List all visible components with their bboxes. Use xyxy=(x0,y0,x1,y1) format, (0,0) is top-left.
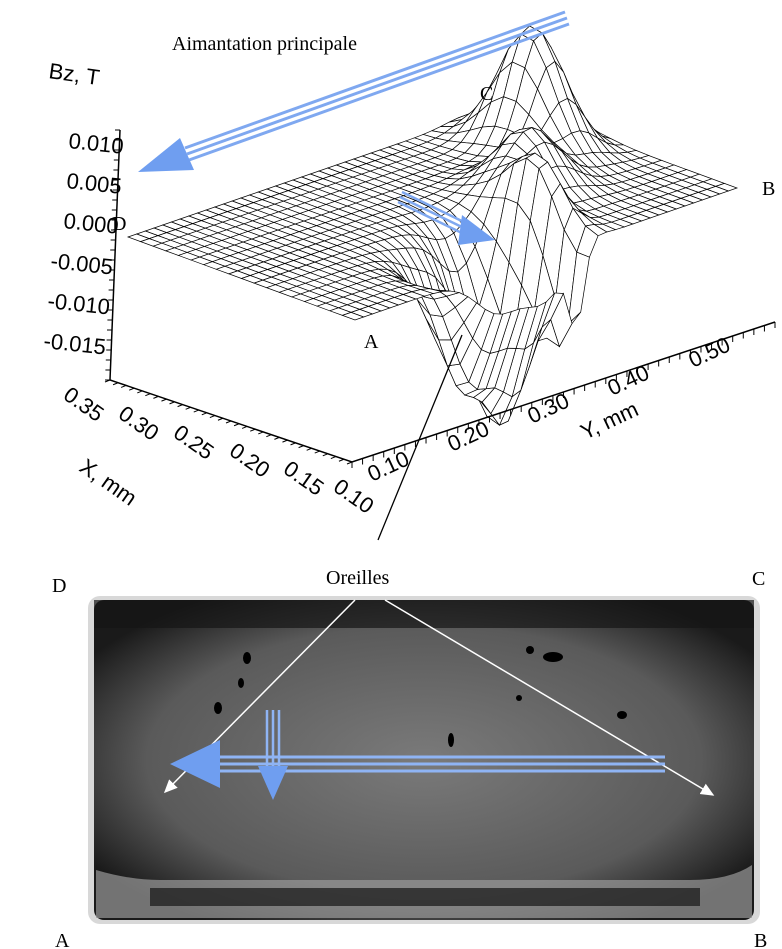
micrograph xyxy=(88,596,760,924)
axis-tick xyxy=(322,453,328,457)
z-tick-label: -0.015 xyxy=(42,328,107,359)
y-tick-label: 0.30 xyxy=(524,388,573,429)
axis-tick xyxy=(209,415,216,418)
corner-label: C xyxy=(480,83,493,105)
axis-tick xyxy=(306,447,312,451)
axis-tick xyxy=(314,450,320,454)
y-tick-label: 0.40 xyxy=(604,360,653,401)
magnetization-arrow xyxy=(138,10,570,172)
z-tick-label: 0.005 xyxy=(65,168,122,199)
mesh-cell xyxy=(341,312,365,321)
z-tick-label: 0.000 xyxy=(62,208,119,239)
axis-tick xyxy=(290,442,296,446)
axis-tick xyxy=(145,393,151,397)
axis-tick xyxy=(330,456,337,459)
axis-tick xyxy=(112,382,119,386)
z-axis-label: Bz, T xyxy=(47,58,101,90)
axis-tick xyxy=(177,404,183,408)
y-tick-label: 0.20 xyxy=(444,416,493,457)
axis-tick xyxy=(201,412,207,416)
corner-label: B xyxy=(762,178,775,200)
axis-tick xyxy=(185,406,191,410)
axis-tick xyxy=(193,409,199,413)
axis-tick xyxy=(258,431,264,435)
axis-tick xyxy=(274,436,280,440)
axis-tick xyxy=(282,439,288,443)
x-tick-label: 0.30 xyxy=(114,401,163,446)
axis-tick xyxy=(137,390,143,394)
axis-tick xyxy=(153,395,159,399)
axis-tick xyxy=(266,434,272,438)
annotation: Oreilles xyxy=(326,567,390,589)
axis-tick xyxy=(169,401,175,405)
axis-tick xyxy=(250,428,256,432)
axis-tick xyxy=(129,387,135,391)
axis-tick xyxy=(161,398,167,402)
x-tick-label: 0.20 xyxy=(225,438,274,483)
axis-tick xyxy=(120,385,127,388)
x-tick-label: 0.25 xyxy=(169,420,218,465)
x-tick-label: 0.35 xyxy=(59,382,108,427)
annotation: Aimantation principale xyxy=(172,33,357,55)
local-arrow xyxy=(397,190,495,245)
x-axis-label: X, mm xyxy=(75,454,141,511)
axis-tick xyxy=(346,461,353,465)
corner-label: A xyxy=(364,331,379,353)
corner-label: A xyxy=(55,930,70,949)
leader-line xyxy=(377,334,463,541)
x-tick-label: 0.15 xyxy=(279,456,328,501)
y-tick-label: 0.10 xyxy=(364,446,413,487)
axis-tick xyxy=(233,423,240,427)
surface-mesh xyxy=(126,25,739,426)
local-arrow xyxy=(258,710,288,800)
corner-label: D xyxy=(52,575,66,597)
axis-tick xyxy=(298,445,304,449)
z-tick-label: -0.010 xyxy=(46,288,111,319)
corner-label: C xyxy=(752,568,765,590)
z-tick-label: 0.010 xyxy=(67,128,124,159)
axis-tick xyxy=(225,420,232,424)
axis-tick xyxy=(241,426,248,429)
z-tick-label: -0.005 xyxy=(49,248,114,279)
y-axis-label: Y, mm xyxy=(577,396,643,444)
magnetization-arrow xyxy=(170,740,665,788)
corner-label: B xyxy=(754,930,767,949)
axis-tick xyxy=(217,417,224,421)
axis-tick xyxy=(338,458,345,462)
